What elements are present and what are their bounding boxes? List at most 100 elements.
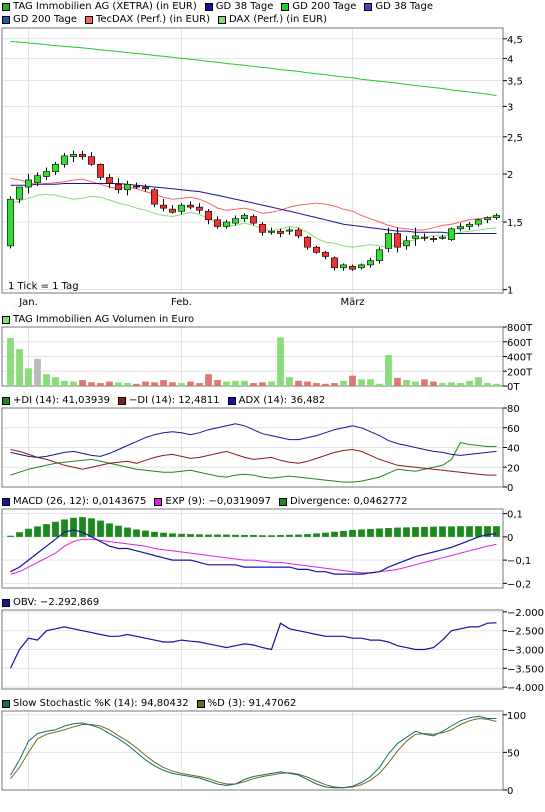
legend-item: GD 200 Tage	[2, 14, 77, 25]
volume-bar	[493, 383, 500, 386]
price-y-tick-label: 4	[507, 54, 513, 65]
candle-body	[439, 236, 446, 239]
legend-label: ADX (14): 36,482	[238, 395, 326, 406]
volume-bar	[70, 381, 77, 386]
legend-swatch	[2, 15, 10, 24]
divergence-bar	[385, 528, 392, 537]
gd200-line	[10, 40, 497, 97]
volume-bar	[295, 380, 302, 386]
legend-label: GD 38 Tage	[215, 1, 274, 12]
divergence-bar	[268, 535, 275, 537]
divergence-bar	[61, 519, 68, 537]
legend-item: TecDAX (Perf.) (in EUR)	[84, 14, 211, 25]
divergence-bar	[421, 526, 428, 537]
candle-body	[304, 236, 311, 248]
candle-body	[412, 235, 419, 239]
volume-y-tick-label: 0T	[507, 382, 520, 393]
legend-label: TAG Immobilien AG (XETRA) (in EUR)	[13, 1, 197, 12]
candle-body	[223, 221, 230, 227]
candle-body	[403, 240, 410, 247]
legend-swatch	[364, 2, 373, 11]
candle-body	[196, 206, 203, 211]
volume-bar	[97, 383, 104, 386]
volume-bar	[205, 374, 212, 386]
candle-body	[457, 226, 464, 230]
divergence-bar	[187, 534, 194, 537]
stoch-d-line	[10, 717, 497, 789]
divergence-bar	[43, 524, 50, 537]
divergence-bar	[178, 533, 185, 537]
macd-y-tick-label: −0,2	[507, 579, 531, 590]
divergence-bar	[331, 531, 338, 537]
legend-label: TecDAX (Perf.) (in EUR)	[95, 14, 211, 25]
legend-label: GD 200 Tage	[292, 1, 357, 12]
volume-bar	[331, 383, 338, 386]
volume-bar	[439, 383, 446, 386]
candle-body	[205, 210, 212, 221]
price-legend-row2: GD 200 Tage TecDAX (Perf.) (in EUR) DAX (P…	[2, 13, 335, 26]
candle-body	[448, 228, 455, 240]
stochastic-y-tick-label: 50	[507, 748, 520, 759]
volume-bar	[259, 382, 266, 386]
legend-label: MACD (26, 12): 0,0143675	[13, 496, 147, 507]
divergence-bar	[430, 526, 437, 537]
plus-di-line	[10, 442, 497, 483]
legend-swatch	[154, 497, 163, 506]
volume-bar	[484, 383, 491, 386]
obv-y-tick-label: −3.500	[507, 664, 544, 675]
candle-body	[385, 233, 392, 249]
volume-bar	[34, 358, 41, 386]
volume-bar	[430, 381, 437, 386]
volume-bar	[349, 375, 356, 386]
legend-item: GD 200 Tage	[281, 1, 356, 12]
volume-bar	[151, 382, 158, 386]
legend-item: DAX (Perf.) (in EUR)	[218, 14, 327, 25]
dmi-y-tick-label: 0	[507, 483, 513, 494]
legend-item: %D (3): 91,47062	[196, 698, 297, 709]
candle-body	[7, 198, 14, 247]
candle-body	[214, 219, 221, 227]
candle-body	[97, 164, 104, 178]
legend-label: Slow Stochastic %K (14): 94,80432	[13, 698, 189, 709]
candle-body	[88, 156, 95, 165]
macd-y-tick-label: 0	[507, 533, 513, 544]
candle-body	[475, 219, 482, 225]
gd38-line	[10, 183, 497, 234]
stoch-k-line	[10, 715, 497, 789]
divergence-bar	[223, 534, 230, 537]
candle-body	[250, 216, 257, 224]
obv-legend: OBV: −2.292,869	[2, 596, 107, 609]
stochastic-y-tick-label: 100	[507, 711, 526, 722]
volume-bar	[421, 379, 428, 386]
obv-line	[9, 622, 497, 669]
divergence-bar	[151, 531, 158, 537]
obv-y-tick-label: −2.000	[507, 608, 544, 619]
legend-swatch	[84, 15, 93, 24]
price-plot-frame	[1, 27, 504, 294]
divergence-bar	[394, 527, 401, 537]
volume-bar	[358, 379, 365, 386]
divergence-bar	[295, 534, 302, 537]
divergence-bar	[403, 527, 410, 537]
exp-line	[10, 538, 497, 575]
divergence-bar	[313, 533, 320, 537]
macd-line	[10, 529, 497, 575]
candle-body	[133, 185, 140, 188]
dmi-y-tick-label: 40	[507, 444, 520, 455]
volume-bar	[88, 382, 95, 386]
divergence-bar	[97, 520, 104, 537]
divergence-bar	[196, 534, 203, 537]
stochastic-y-tick-label: 0	[507, 786, 513, 797]
candle-body	[340, 264, 347, 269]
volume-y-tick-label: 400T	[507, 353, 533, 364]
candle-body	[367, 260, 374, 266]
legend-label: %D (3): 91,47062	[207, 698, 297, 709]
dmi-y-tick-label: 20	[507, 463, 520, 474]
volume-bar	[313, 383, 320, 386]
price-y-tick-label: 2,5	[507, 133, 523, 144]
candle-body	[79, 154, 86, 157]
divergence-bar	[79, 517, 86, 537]
divergence-bar	[52, 521, 59, 537]
legend-item: −DI (14): 12,4811	[118, 395, 220, 406]
stochastic-plot-frame	[1, 710, 504, 791]
